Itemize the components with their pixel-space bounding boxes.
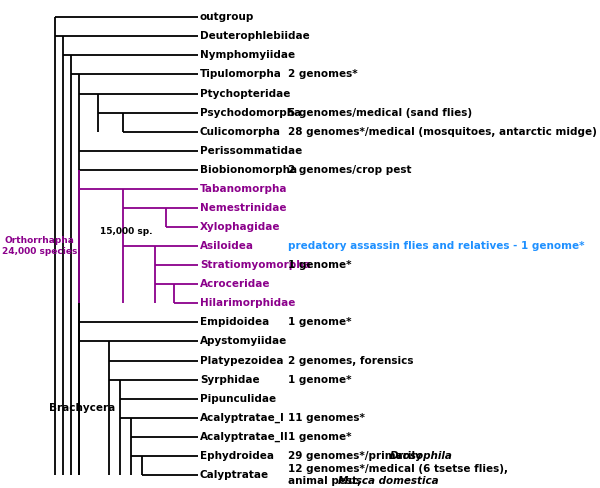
Text: Apystomyiidae: Apystomyiidae [200, 336, 287, 346]
Text: Brachycera: Brachycera [49, 403, 115, 413]
Text: Calyptratae: Calyptratae [200, 470, 269, 480]
Text: 11 genomes*: 11 genomes* [287, 413, 364, 423]
Text: Orthorrhapha
24,000 species: Orthorrhapha 24,000 species [2, 236, 77, 256]
Text: Ptychopteridae: Ptychopteridae [200, 88, 290, 99]
Text: Tabanomorpha: Tabanomorpha [200, 184, 287, 194]
Text: Psychodomorpha: Psychodomorpha [200, 107, 301, 118]
Text: 5 genomes/medical (sand flies): 5 genomes/medical (sand flies) [287, 107, 472, 118]
Text: 2 genomes/crop pest: 2 genomes/crop pest [287, 165, 411, 175]
Text: Ephydroidea: Ephydroidea [200, 451, 274, 461]
Text: Asiloidea: Asiloidea [200, 241, 254, 251]
Text: 1 genome*: 1 genome* [287, 375, 351, 385]
Text: Xylophagidae: Xylophagidae [200, 222, 280, 232]
Text: 2 genomes, forensics: 2 genomes, forensics [287, 356, 413, 366]
Text: 1 genome*: 1 genome* [287, 317, 351, 327]
Text: 12 genomes*/medical (6 tsetse flies),: 12 genomes*/medical (6 tsetse flies), [287, 464, 508, 474]
Text: Acroceridae: Acroceridae [200, 279, 271, 289]
Text: 1 genome*: 1 genome* [287, 432, 351, 442]
Text: Hilarimorphidae: Hilarimorphidae [200, 298, 295, 308]
Text: Acalyptratae_I: Acalyptratae_I [200, 413, 285, 423]
Text: outgroup: outgroup [200, 12, 254, 22]
Text: Platypezoidea: Platypezoidea [200, 356, 283, 366]
Text: 2 genomes*: 2 genomes* [287, 69, 357, 80]
Text: 28 genomes*/medical (mosquitoes, antarctic midge): 28 genomes*/medical (mosquitoes, antarct… [287, 127, 596, 137]
Text: Culicomorpha: Culicomorpha [200, 127, 281, 137]
Text: Pipunculidae: Pipunculidae [200, 394, 276, 404]
Text: 1 genome*: 1 genome* [287, 260, 351, 270]
Text: Acalyptratae_II: Acalyptratae_II [200, 432, 289, 442]
Text: predatory assassin flies and relatives - 1 genome*: predatory assassin flies and relatives -… [287, 241, 584, 251]
Text: 15,000 sp.: 15,000 sp. [100, 226, 152, 236]
Text: animal pest,: animal pest, [287, 476, 364, 486]
Text: Perissommatidae: Perissommatidae [200, 146, 302, 156]
Text: Nemestrinidae: Nemestrinidae [200, 203, 286, 213]
Text: 29 genomes*/primarily: 29 genomes*/primarily [287, 451, 425, 461]
Text: Deuterophlebiidae: Deuterophlebiidae [200, 31, 310, 41]
Text: Nymphomyiidae: Nymphomyiidae [200, 50, 295, 61]
Text: Stratiomyomorpha: Stratiomyomorpha [200, 260, 311, 270]
Text: Biobionomorpha: Biobionomorpha [200, 165, 297, 175]
Text: Empidoidea: Empidoidea [200, 317, 269, 327]
Text: Musca domestica: Musca domestica [338, 476, 439, 486]
Text: Drosophila: Drosophila [389, 451, 452, 461]
Text: Tipulomorpha: Tipulomorpha [200, 69, 282, 80]
Text: Syrphidae: Syrphidae [200, 375, 260, 385]
